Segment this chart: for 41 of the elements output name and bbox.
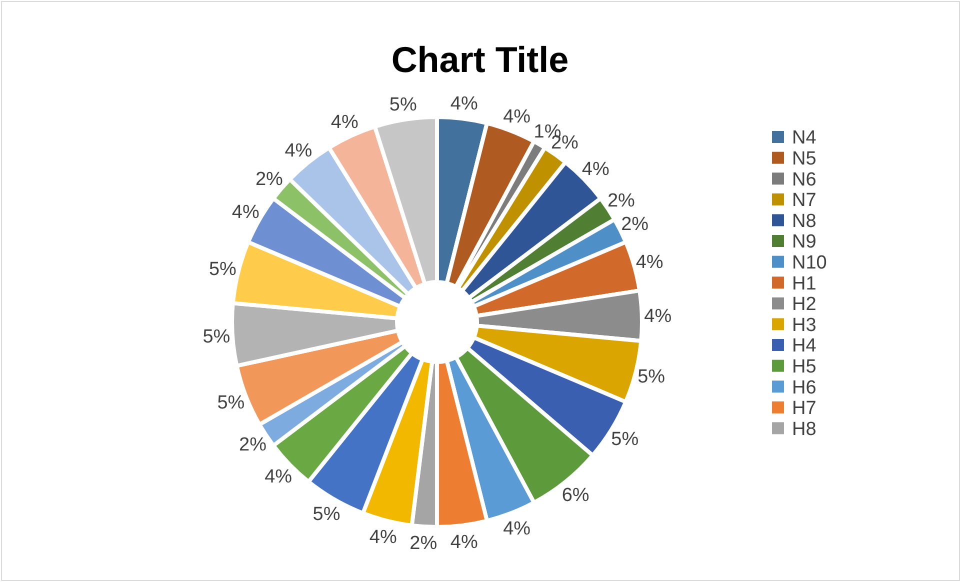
data-label: 2% <box>410 533 438 554</box>
data-label: 4% <box>636 252 664 274</box>
data-label: 4% <box>232 202 260 224</box>
data-label: 5% <box>208 258 237 280</box>
data-label: 4% <box>369 526 397 548</box>
legend-label: H6 <box>792 377 816 398</box>
legend-label: N7 <box>792 190 816 212</box>
data-label: 5% <box>638 366 666 388</box>
data-label: 4% <box>284 140 312 162</box>
data-label: 2% <box>607 190 636 212</box>
data-label: 4% <box>582 158 610 180</box>
data-label: 4% <box>503 106 531 128</box>
data-label: 4% <box>450 532 478 553</box>
legend-label: N5 <box>792 148 816 170</box>
chart-title: Chart Title <box>391 39 569 80</box>
legend-label: N10 <box>792 252 827 274</box>
data-label: 4% <box>264 466 292 488</box>
data-label: 5% <box>389 94 417 116</box>
legend-label: H4 <box>792 336 817 357</box>
data-label: 4% <box>644 306 672 327</box>
legend-label: H3 <box>792 314 816 336</box>
legend-label: H2 <box>792 294 816 316</box>
legend-label: N8 <box>792 210 816 232</box>
data-label: 5% <box>312 504 340 526</box>
data-label: 2% <box>239 434 267 456</box>
data-label: 2% <box>621 214 649 236</box>
data-label: 5% <box>611 428 639 450</box>
legend-label: H1 <box>792 273 816 294</box>
data-label: 4% <box>450 93 478 114</box>
data-label: 5% <box>202 326 230 348</box>
data-label: 4% <box>330 112 358 133</box>
legend-label: H5 <box>792 356 816 378</box>
legend-label: N4 <box>792 128 817 149</box>
data-label: 4% <box>503 518 531 540</box>
legend-label: N6 <box>792 169 816 190</box>
data-label: 5% <box>217 392 245 414</box>
legend-label: N9 <box>792 232 816 253</box>
data-label: 2% <box>255 168 284 190</box>
legend-label: H7 <box>792 398 816 420</box>
data-label: 6% <box>562 484 590 506</box>
legend-label: H8 <box>792 418 816 440</box>
